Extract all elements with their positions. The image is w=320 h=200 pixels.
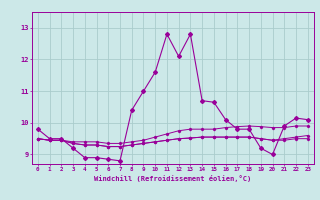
X-axis label: Windchill (Refroidissement éolien,°C): Windchill (Refroidissement éolien,°C)	[94, 175, 252, 182]
